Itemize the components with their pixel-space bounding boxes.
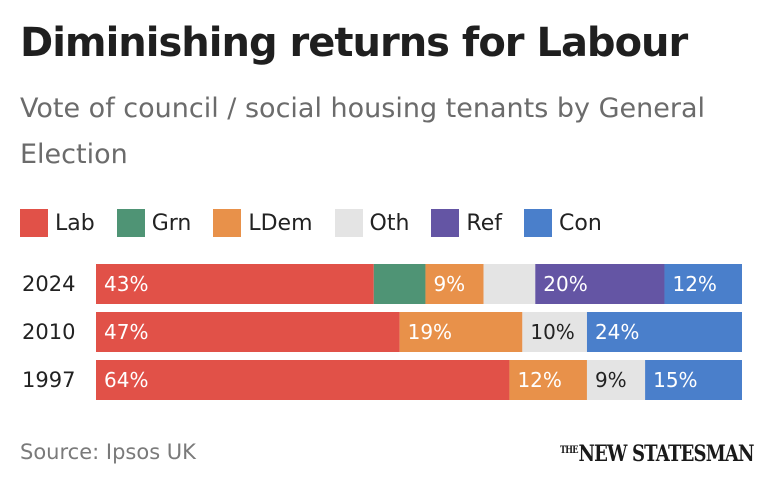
logo-prefix: THE [560, 445, 578, 456]
bar-segment-2010-con [586, 312, 742, 352]
bar-segment-2024-ldem [425, 264, 484, 304]
legend-item-grn: Grn [116, 209, 192, 237]
bar-segment-2024-con [664, 264, 742, 304]
bar-segment-1997-ldem [509, 360, 587, 400]
bar-segment-2024-grn [373, 264, 426, 304]
new-statesman-logo: THENEW STATESMAN [560, 441, 755, 467]
data-label-2024-con: 12% [672, 272, 716, 296]
legend-label-ldem: LDem [248, 210, 313, 236]
chart-subtitle: Vote of council / social housing tenants… [20, 93, 705, 170]
source-note: Source: Ipsos UK [20, 440, 196, 464]
legend-swatch-oth [334, 209, 363, 237]
bar-segment-1997-oth [586, 360, 646, 400]
data-label-2010-con: 24% [595, 320, 639, 344]
bar-segment-1997-con [645, 360, 742, 400]
bar-segment-2024-ref [535, 264, 665, 304]
bar-segment-2024-oth [483, 264, 536, 304]
legend-swatch-con [524, 209, 552, 237]
logo-wordmark: NEW STATESMAN [578, 441, 754, 467]
data-label-1997-oth: 9% [595, 368, 627, 392]
bar-segment-2024-lab [96, 264, 374, 304]
category-label-2010: 2010 [22, 320, 75, 344]
legend-item-con: Con [524, 209, 602, 237]
legend-swatch-ldem [213, 209, 242, 237]
data-label-2010-ldem: 19% [408, 320, 452, 344]
legend-label-grn: Grn [151, 210, 192, 236]
legend-label-con: Con [559, 210, 602, 236]
bar-segment-2010-oth [522, 312, 587, 352]
chart-title: Diminishing returns for Labour [20, 20, 688, 66]
legend-label-oth: Oth [369, 210, 410, 236]
data-label-1997-con: 15% [653, 368, 697, 392]
legend-item-ldem: LDem [213, 209, 313, 237]
legend-swatch-lab [20, 209, 48, 237]
legend-label-lab: Lab [55, 210, 95, 236]
data-label-2024-lab: 43% [104, 272, 148, 296]
category-label-2024: 2024 [22, 272, 75, 296]
data-label-2024-ldem: 9% [433, 272, 465, 296]
legend-swatch-ref [431, 209, 460, 237]
legend-item-oth: Oth [334, 209, 410, 237]
data-label-2024-ref: 20% [543, 272, 587, 296]
category-label-1997: 1997 [22, 368, 75, 392]
data-label-2010-oth: 10% [530, 320, 574, 344]
legend-item-ref: Ref [431, 209, 502, 237]
legend-swatch-grn [116, 209, 145, 237]
data-label-1997-ldem: 12% [517, 368, 561, 392]
bar-segment-1997-lab [96, 360, 510, 400]
legend-item-lab: Lab [20, 209, 95, 237]
legend-label-ref: Ref [466, 210, 502, 236]
legend: Lab Grn LDem Oth Ref Con [20, 209, 624, 237]
data-label-1997-lab: 64% [104, 368, 148, 392]
bar-segment-2010-lab [96, 312, 400, 352]
data-label-2010-lab: 47% [104, 320, 148, 344]
bar-segment-2010-ldem [399, 312, 523, 352]
